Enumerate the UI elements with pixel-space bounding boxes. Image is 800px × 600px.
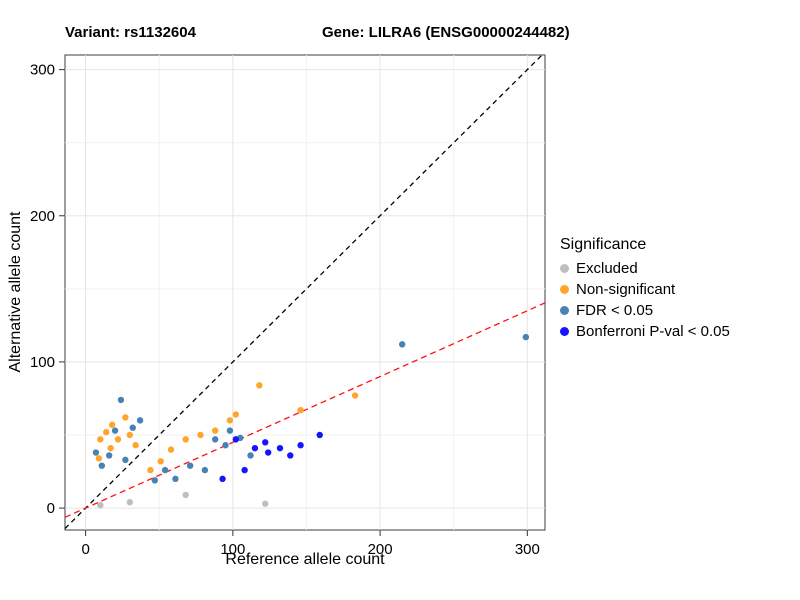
- data-point-fdr: [92, 449, 100, 456]
- data-point-fdr: [172, 475, 179, 483]
- data-point-bonferroni: [297, 442, 304, 449]
- legend-title: Significance: [560, 236, 647, 253]
- data-point-non-significant: [211, 427, 219, 434]
- data-point-non-significant: [167, 446, 175, 453]
- x-tick-label: 200: [368, 541, 393, 558]
- data-point-fdr: [151, 477, 159, 484]
- plot-panel: [64, 54, 546, 531]
- data-point-non-significant: [108, 421, 116, 428]
- data-point-non-significant: [132, 442, 139, 449]
- legend-label-excluded: Excluded: [576, 260, 638, 277]
- x-tick-label: 300: [515, 541, 540, 558]
- data-point-fdr: [522, 333, 530, 341]
- data-point-fdr: [222, 442, 229, 449]
- data-point-fdr: [161, 466, 169, 474]
- data-point-fdr: [98, 462, 106, 469]
- x-tick-label: 0: [81, 541, 89, 558]
- legend-label-bonferroni: Bonferroni P-val < 0.05: [576, 323, 730, 340]
- legend-dot-bonferroni: [560, 327, 569, 336]
- data-point-non-significant: [297, 406, 304, 414]
- data-point-bonferroni: [262, 439, 269, 446]
- data-point-non-significant: [197, 431, 204, 439]
- data-point-fdr: [122, 456, 129, 464]
- legend-item-bonferroni: Bonferroni P-val < 0.05: [560, 321, 730, 342]
- data-point-non-significant: [147, 466, 154, 474]
- fit-line: [64, 302, 546, 518]
- legend-label-non-significant: Non-significant: [576, 281, 676, 298]
- x-axis-label: Reference allele count: [225, 551, 385, 568]
- data-point-fdr: [226, 427, 234, 434]
- data-point-bonferroni: [316, 431, 323, 439]
- data-point-bonferroni: [219, 475, 226, 483]
- legend-item-fdr: FDR < 0.05: [560, 300, 730, 321]
- data-point-excluded: [182, 491, 189, 499]
- data-point-fdr: [201, 466, 209, 474]
- data-point-bonferroni: [241, 466, 248, 474]
- variant-title: Variant: rs1132604: [65, 24, 197, 41]
- x-tick-label: 100: [220, 541, 245, 558]
- data-point-bonferroni: [276, 444, 284, 452]
- data-point-fdr: [247, 452, 254, 459]
- data-point-non-significant: [226, 417, 234, 424]
- data-point-fdr: [117, 396, 125, 404]
- data-point-non-significant: [182, 436, 189, 443]
- plot-panel-group: 0 100 200 300 0 100 200 300: [30, 54, 546, 558]
- y-tick-label: 200: [30, 208, 55, 225]
- legend-dot-non-significant: [560, 285, 569, 294]
- data-point-excluded: [262, 500, 269, 507]
- data-point-non-significant: [157, 458, 164, 465]
- data-point-excluded: [97, 501, 104, 509]
- data-point-fdr: [136, 417, 144, 424]
- data-point-non-significant: [95, 455, 103, 462]
- data-point-bonferroni: [264, 449, 272, 456]
- y-axis-label: Alternative allele count: [7, 211, 24, 373]
- legend-item-non-significant: Non-significant: [560, 279, 730, 300]
- data-point-non-significant: [107, 444, 114, 452]
- data-point-fdr: [129, 424, 136, 431]
- data-point-bonferroni: [232, 436, 239, 443]
- legend-dot-fdr: [560, 306, 569, 315]
- data-point-excluded: [126, 499, 133, 506]
- data-point-non-significant: [232, 411, 239, 418]
- data-point-non-significant: [351, 392, 359, 399]
- data-point-non-significant: [97, 436, 104, 443]
- data-point-fdr: [105, 452, 113, 459]
- data-point-non-significant: [114, 436, 122, 443]
- data-point-fdr: [211, 436, 219, 443]
- identity-line: [64, 54, 543, 529]
- y-tick-label: 100: [30, 354, 55, 371]
- data-point-non-significant: [103, 428, 110, 436]
- legend: Significance Excluded Non-significant FD…: [560, 236, 730, 342]
- data-point-bonferroni: [287, 452, 294, 459]
- data-point-fdr: [111, 427, 119, 434]
- data-point-fdr: [398, 341, 406, 348]
- legend-label-fdr: FDR < 0.05: [576, 302, 654, 319]
- data-point-fdr: [186, 462, 194, 469]
- y-tick-label: 300: [30, 62, 55, 79]
- data-point-non-significant: [122, 414, 129, 421]
- data-point-non-significant: [256, 382, 263, 389]
- data-point-bonferroni: [251, 444, 259, 452]
- gene-title: Gene: LILRA6 (ENSG00000244482): [322, 24, 570, 41]
- data-point-non-significant: [126, 431, 133, 439]
- legend-item-excluded: Excluded: [560, 258, 730, 279]
- legend-dot-excluded: [560, 264, 569, 273]
- y-tick-label: 0: [47, 500, 55, 517]
